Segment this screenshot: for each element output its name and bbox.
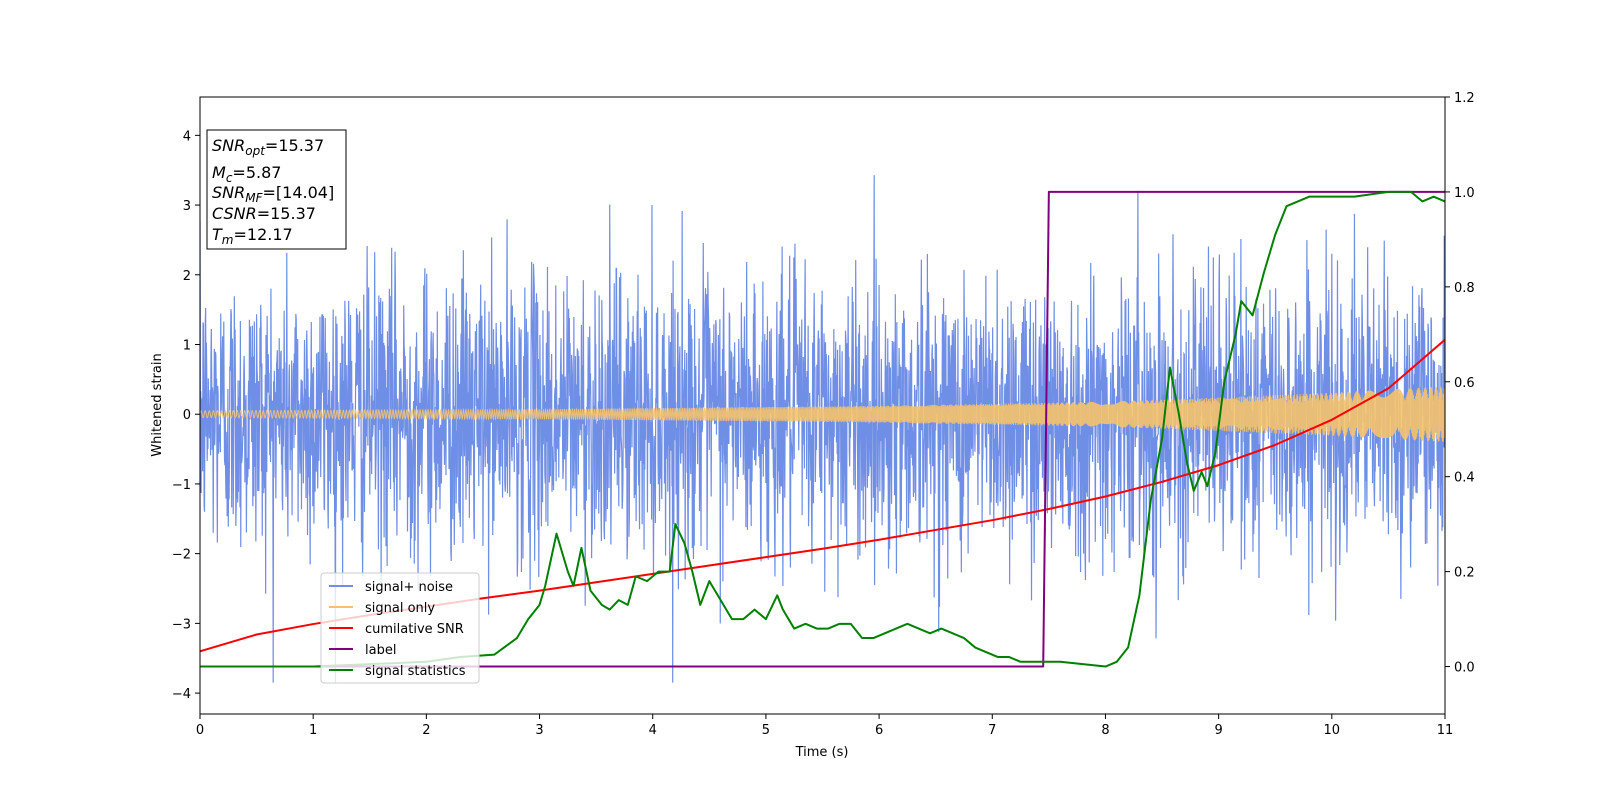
x-axis-label: Time (s) xyxy=(795,745,849,760)
x-tick-label: 10 xyxy=(1324,723,1341,738)
y-tick-label-right: 1.2 xyxy=(1454,91,1475,106)
y-tick-label-right: 1.0 xyxy=(1454,186,1475,201)
x-tick-label: 3 xyxy=(535,723,543,738)
legend: signal+ noise signal only cumilative SNR la… xyxy=(320,572,480,684)
legend-entry: label xyxy=(365,643,396,658)
y-tick-label-left: 0 xyxy=(183,408,191,423)
y-tick-label-right: 0.2 xyxy=(1454,566,1475,581)
y-tick-label-left: −4 xyxy=(172,687,191,702)
x-tick-label: 8 xyxy=(1101,723,1109,738)
x-tick-label: 6 xyxy=(875,723,883,738)
y-tick-label-right: 0.4 xyxy=(1454,471,1475,486)
x-tick-label: 7 xyxy=(988,723,996,738)
y-axis-right: 0.0 0.2 0.4 0.6 0.8 1.0 1.2 xyxy=(1445,91,1475,676)
y-tick-label-left: 3 xyxy=(183,199,191,214)
annotation-line: SNRMF=[14.04] xyxy=(212,183,334,205)
annotation-box-frame xyxy=(206,129,347,250)
annotation-box: SNRopt=15.37 Mc=5.87SNRMF=[14.04]CSNR=15.… xyxy=(206,129,347,250)
y-tick-label-left: 1 xyxy=(183,338,191,353)
x-tick-label: 0 xyxy=(196,723,204,738)
annotation-line: Tm=12.17 xyxy=(212,225,293,247)
series-signal-only-line xyxy=(200,386,1445,442)
legend-frame xyxy=(320,572,480,684)
x-tick-label: 11 xyxy=(1437,723,1454,738)
y-tick-label-left: −3 xyxy=(172,617,191,632)
y-axis-left: −4 −3 −2 −1 0 1 2 3 4 xyxy=(172,129,200,702)
plot-frame xyxy=(199,96,1446,715)
legend-entry: signal only xyxy=(365,601,435,616)
series-signal-noise-line xyxy=(200,175,1445,683)
y-tick-label-left: 2 xyxy=(183,269,191,284)
x-tick-label: 5 xyxy=(762,723,770,738)
annotation-line: CSNR=15.37 xyxy=(212,204,316,223)
y-tick-label-left: −1 xyxy=(172,478,191,493)
series-label-line xyxy=(200,190,1445,668)
legend-entry: signal+ noise xyxy=(365,580,453,595)
x-tick-label: 9 xyxy=(1214,723,1222,738)
y-tick-label-left: 4 xyxy=(183,129,191,144)
y-tick-label-right: 0.6 xyxy=(1454,376,1475,391)
y-axis-label: Whitened strain xyxy=(150,353,165,456)
y-tick-label-right: 0.8 xyxy=(1454,281,1475,296)
x-tick-label: 4 xyxy=(649,723,657,738)
y-tick-label-left: −2 xyxy=(172,548,191,563)
y-tick-label-right: 0.0 xyxy=(1454,661,1475,676)
x-tick-label: 1 xyxy=(309,723,317,738)
x-tick-label: 2 xyxy=(422,723,430,738)
x-axis: 0 1 2 3 4 5 6 7 8 9 10 11 xyxy=(196,714,1453,738)
annotation-line: SNRopt=15.37 xyxy=(212,136,324,158)
legend-entry: cumilative SNR xyxy=(365,622,464,637)
legend-entry: signal statistics xyxy=(365,664,466,679)
annotation-line: Mc=5.87 xyxy=(212,163,281,185)
series-signal-statistics-line xyxy=(200,190,1445,668)
